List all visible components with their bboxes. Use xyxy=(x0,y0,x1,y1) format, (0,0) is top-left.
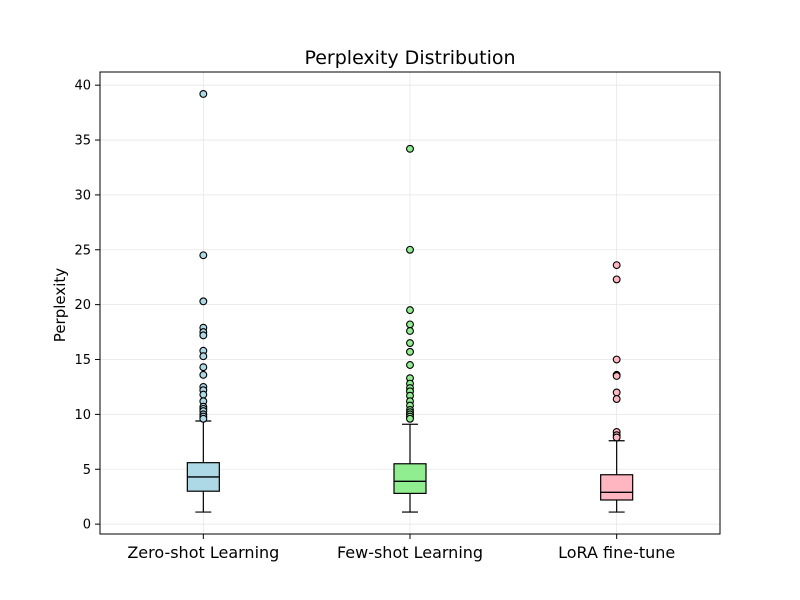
outlier-point xyxy=(612,372,621,380)
outlier-point xyxy=(199,89,208,98)
outlier-point xyxy=(199,297,208,306)
y-tick-label: 5 xyxy=(83,463,91,478)
outlier-point xyxy=(612,433,621,442)
x-tick-label: LoRA fine-tune xyxy=(558,543,675,562)
y-tick-label: 0 xyxy=(83,518,91,533)
plot-area xyxy=(186,89,634,513)
y-tick-label: 10 xyxy=(74,408,91,423)
outlier-point xyxy=(406,320,414,329)
x-tick-label: Few-shot Learning xyxy=(337,543,483,562)
outlier-point xyxy=(199,390,208,399)
chart-title: Perplexity Distribution xyxy=(304,47,515,69)
y-tick-label: 30 xyxy=(74,188,91,203)
outlier-point xyxy=(406,327,414,335)
outlier-point xyxy=(612,388,621,397)
outlier-point xyxy=(199,352,208,361)
outlier-point xyxy=(612,275,621,284)
outlier-point xyxy=(199,414,208,423)
outlier-point xyxy=(406,306,414,315)
y-tick-label: 25 xyxy=(74,243,91,258)
outlier-point xyxy=(199,363,208,372)
outlier-point xyxy=(406,144,414,153)
outlier-point xyxy=(199,251,208,260)
outlier-point xyxy=(199,370,208,379)
y-tick-label: 35 xyxy=(74,134,91,149)
outlier-point xyxy=(612,261,621,270)
outlier-point xyxy=(612,355,621,364)
axes: 0 5 10 15 20 25 30 35 40 Zero-shot Learning Few-sh… xyxy=(74,71,721,562)
outlier-point xyxy=(199,331,208,340)
outlier-point xyxy=(406,347,414,356)
box-group xyxy=(600,261,634,513)
iqr-box xyxy=(393,463,427,494)
x-tick-label: Zero-shot Learning xyxy=(127,543,279,562)
box-group xyxy=(393,144,427,513)
outlier-point xyxy=(406,339,414,348)
box-group xyxy=(186,89,220,513)
y-axis-label: Perplexity xyxy=(51,268,69,342)
y-tick-label: 40 xyxy=(74,79,91,94)
outlier-point xyxy=(612,395,621,403)
iqr-box xyxy=(600,474,634,501)
outlier-point xyxy=(406,361,414,369)
outlier-point xyxy=(406,414,414,423)
y-tick-label: 15 xyxy=(74,353,91,368)
outlier-point xyxy=(406,245,414,254)
y-tick-label: 20 xyxy=(74,298,91,313)
